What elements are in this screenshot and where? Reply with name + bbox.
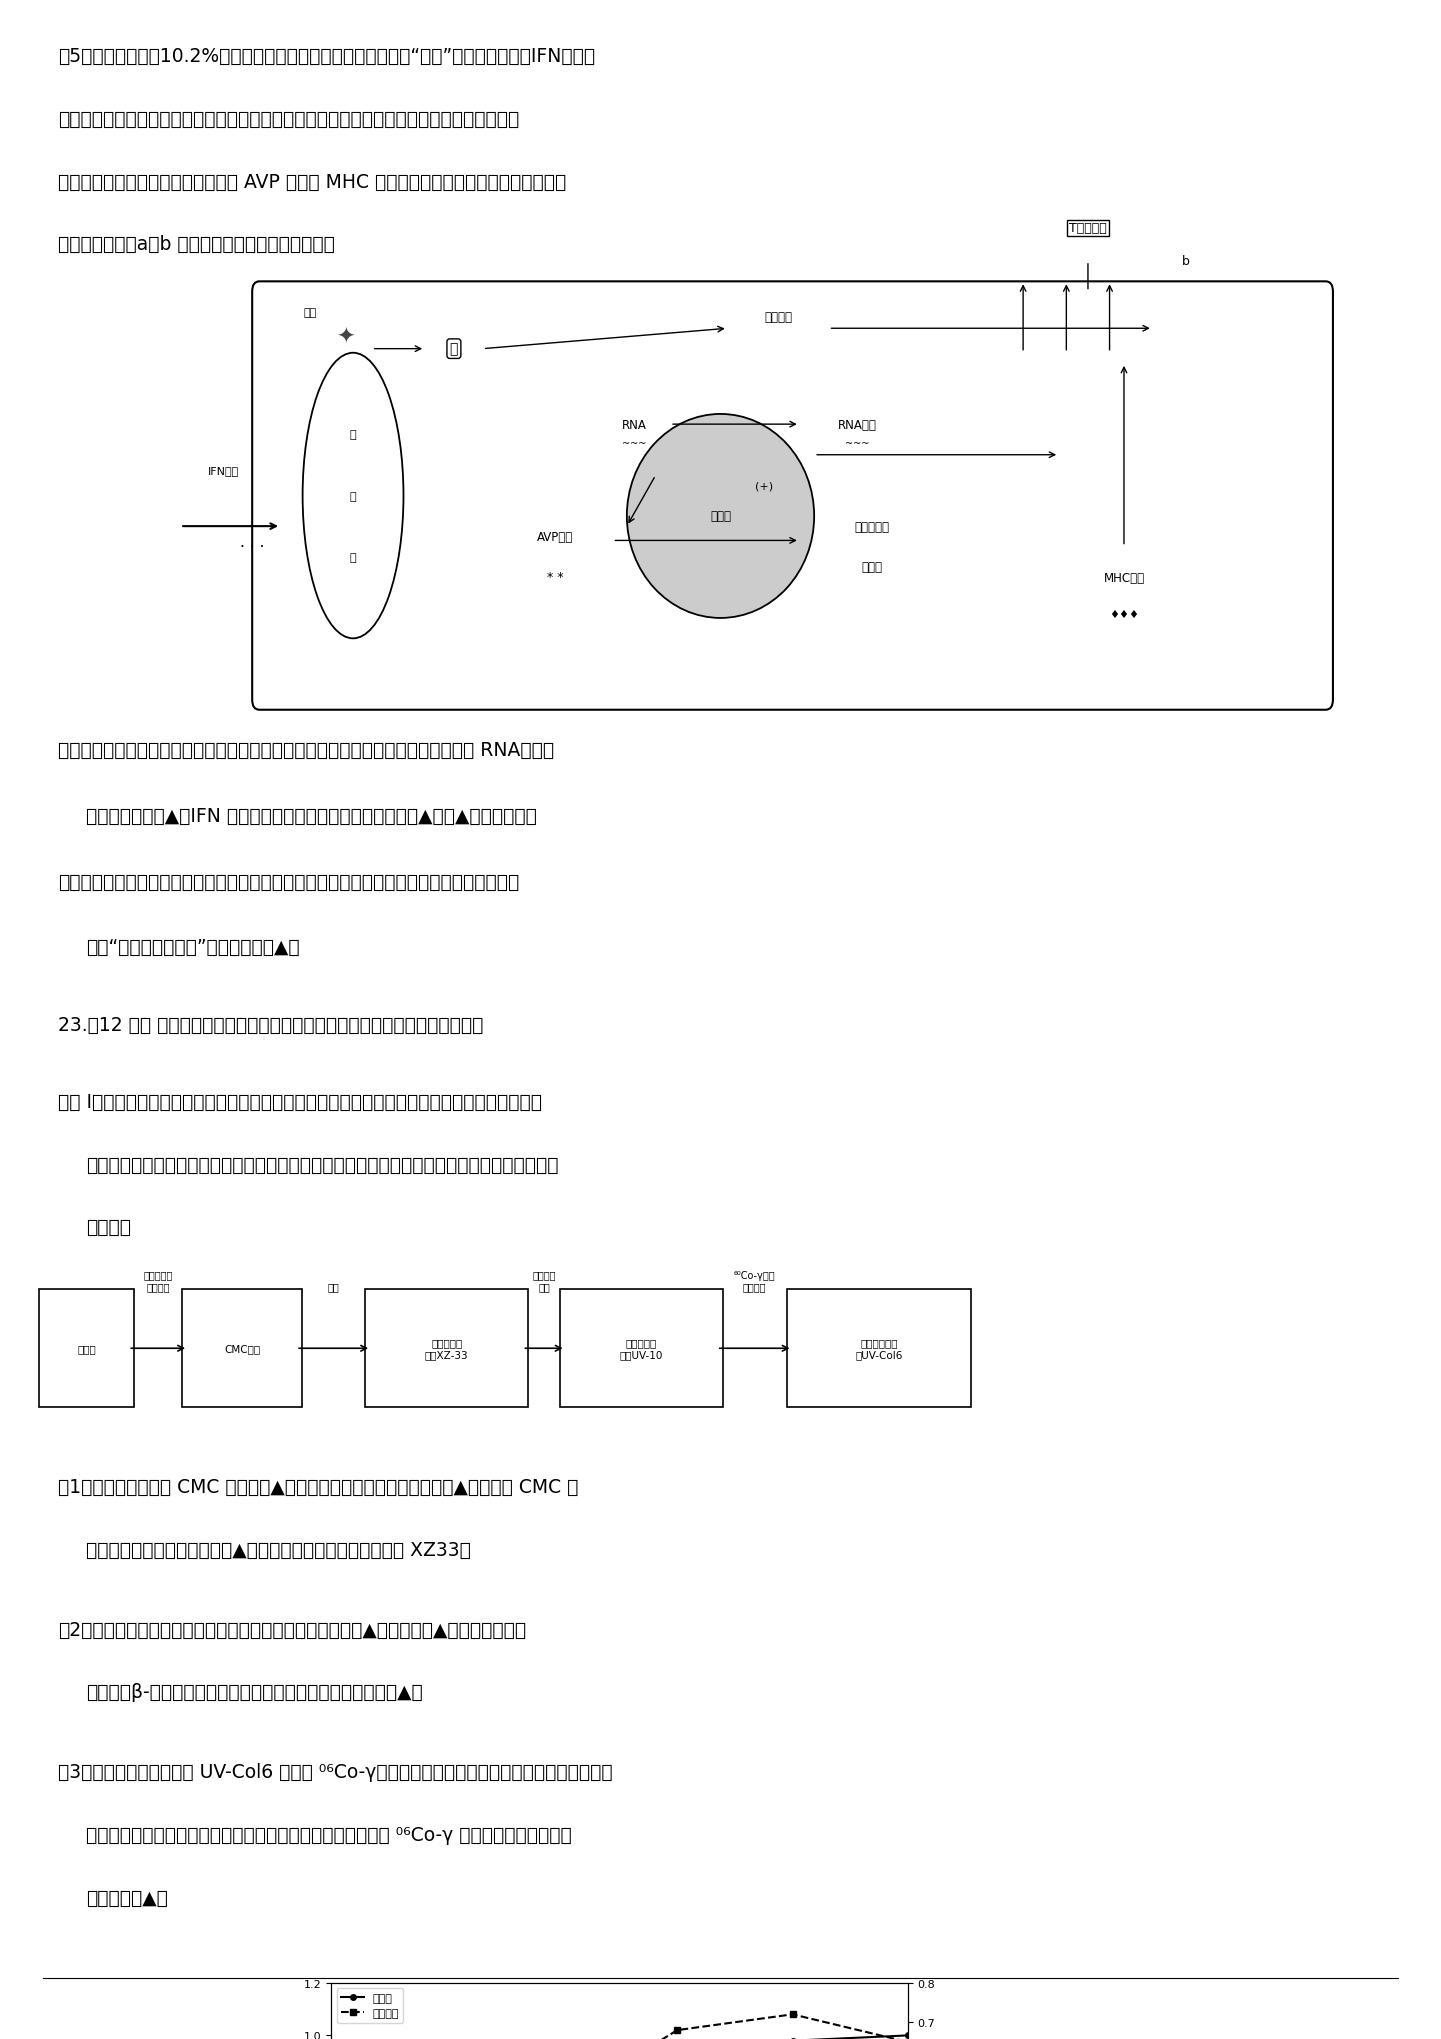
Text: （2）诱变选育高产纤维素酶的菌株时，通过向培养基中加入▲染液筛选出▲与菌落直径比大: （2）诱变选育高产纤维素酶的菌株时，通过向培养基中加入▲染液筛选出▲与菌落直径比… [58,1619,526,1639]
Ellipse shape [303,353,403,638]
Text: 核: 核 [350,553,356,563]
Text: 细胞核: 细胞核 [710,510,731,524]
Text: IFN分子: IFN分子 [208,465,239,475]
Text: ✦: ✦ [337,326,354,347]
Text: 受抑制: 受抑制 [862,561,882,575]
Text: 用康复者血清治疗新冠肺炎重症患者，因为康复者血清中有抗新冠病毒抗体，结合题图，写出: 用康复者血清治疗新冠肺炎重症患者，因为康复者血清中有抗新冠病毒抗体，结合题图，写… [58,873,519,891]
Text: 23.（12 分） 阅读下列关于能源、环境和农业生产方面的材料，回答相关问题：: 23.（12 分） 阅读下列关于能源、环境和农业生产方面的材料，回答相关问题： [58,1015,483,1034]
FancyBboxPatch shape [366,1289,527,1407]
正突变率 [784,2002,801,2027]
Text: 该细胞器甲应为▲。IFN 抗病毒的机理是抑制病毒蛋白的合成、▲以及▲；临床上可以: 该细胞器甲应为▲。IFN 抗病毒的机理是抑制病毒蛋白的合成、▲以及▲；临床上可以 [86,807,537,826]
Text: ♦♦♦: ♦♦♦ [1110,610,1138,620]
FancyBboxPatch shape [559,1289,723,1407]
Text: 甲: 甲 [450,343,458,357]
Text: 优化“康复者血清疗法”方案的建议：▲。: 优化“康复者血清疗法”方案的建议：▲。 [86,938,300,956]
Text: T淋巴细胞: T淋巴细胞 [1069,222,1107,234]
Text: 挑取: 挑取 [327,1280,340,1291]
Text: ⁶⁰Co-γ射线
诱变处理: ⁶⁰Co-γ射线 诱变处理 [733,1270,775,1291]
FancyBboxPatch shape [182,1289,303,1407]
Text: 产纤维素酶
菌株UV-10: 产纤维素酶 菌株UV-10 [620,1338,663,1360]
Text: 产纤维素酶菌
株UV-Col6: 产纤维素酶菌 株UV-Col6 [856,1338,902,1360]
Text: 细: 细 [350,430,356,440]
Text: 辐照剂量为▲。: 辐照剂量为▲。 [86,1888,169,1906]
Text: 乳动物细胞受病毒或其他病原体刺激后产生的一类具有高度生物活性的蛋白质，如图模拟了干: 乳动物细胞受病毒或其他病原体刺激后产生的一类具有高度生物活性的蛋白质，如图模拟了… [58,110,519,128]
FancyBboxPatch shape [39,1289,134,1407]
Text: （3）下图是筛选获得菌株 UV-Col6 过程中 ⁰⁶Co-γ辐照剂量与致死率和正突变率（符合生产需要的: （3）下图是筛选获得菌株 UV-Col6 过程中 ⁰⁶Co-γ辐照剂量与致死率和… [58,1762,612,1782]
Text: 富集培养基
摇瓶培养: 富集培养基 摇瓶培养 [144,1270,173,1291]
Text: 紫外诱变
处理: 紫外诱变 处理 [532,1270,556,1291]
FancyBboxPatch shape [252,281,1333,710]
Line: 致死率: 致死率 [329,2033,911,2039]
Text: 材料 I：随着能源和环境问题日益严峻，利用纤维素酶降解秸秆生产燃料乙醇，对缓解全球能源危: 材料 I：随着能源和环境问题日益严峻，利用纤维素酶降解秸秆生产燃料乙醇，对缓解全… [58,1093,542,1111]
致死率 [899,2023,916,2039]
Text: 侵入: 侵入 [303,308,317,318]
Text: 扰素作用于邻近细胞，并刺激其产生 AVP 分子和 MHC 分子，进而发挥抗病毒作用的过程（甲: 扰素作用于邻近细胞，并刺激其产生 AVP 分子和 MHC 分子，进而发挥抗病毒作… [58,173,566,192]
Text: 为一种细胞器，a、b 表示物质），请回答下列问题：: 为一种细胞器，a、b 表示物质），请回答下列问题： [58,234,334,255]
Ellipse shape [627,414,814,618]
Text: 胞: 胞 [350,491,356,502]
Text: · · ·: · · · [241,540,264,555]
Text: ~~~: ~~~ [846,438,869,449]
Text: 的菌落。β-葡萄糖苷酶是一种纤维素酶，能将纤维二糖分解为▲。: 的菌落。β-葡萄糖苷酶是一种纤维素酶，能将纤维二糖分解为▲。 [86,1682,424,1703]
Text: AVP分子: AVP分子 [536,530,574,544]
Text: 结合题干，分析图提供的信息，入侵的病毒会在细胞器甲的作用下释放出短肽碎片和 RNA，推测: 结合题干，分析图提供的信息，入侵的病毒会在细胞器甲的作用下释放出短肽碎片和 RN… [58,740,553,761]
Text: MHC分子: MHC分子 [1104,571,1144,585]
致死率 [669,2037,686,2039]
Text: ⁎ ⁎: ⁎ ⁎ [546,567,563,581]
正突变率 [669,2019,686,2039]
Text: b: b [1182,255,1189,269]
Legend: 致死率, 正突变率: 致死率, 正突变率 [337,1988,403,2023]
致死率 [784,2029,801,2039]
Text: 请回答：: 请回答： [86,1217,131,1238]
Text: (+): (+) [755,481,772,491]
Text: ~~~: ~~~ [623,438,646,449]
Text: 核糖体功能: 核糖体功能 [855,520,889,534]
Text: 板，培养一段时间后，可根据▲初步鉴定并挑取产纤维素酶菌株 XZ33。: 板，培养一段时间后，可根据▲初步鉴定并挑取产纤维素酶菌株 XZ33。 [86,1539,471,1560]
Text: RNA: RNA [621,418,647,432]
Text: 机有着重大意义。科研人员开展筛选、诱变及选育高产纤维素酶菌株的相关研究，过程如下图。: 机有着重大意义。科研人员开展筛选、诱变及选育高产纤维素酶菌株的相关研究，过程如下… [86,1154,559,1174]
FancyBboxPatch shape [787,1289,971,1407]
Text: RNA碎片: RNA碎片 [839,418,876,432]
Text: （1）从物理状态来看 CMC 平板属于▲培养基。富集培养后的菌种常采用▲法接种于 CMC 平: （1）从物理状态来看 CMC 平板属于▲培养基。富集培养后的菌种常采用▲法接种于… [58,1476,578,1497]
正突变率 [899,2029,916,2039]
Text: 突变菌数占诱变后活菌数的比例）的关系。实验结果表明，用 ⁰⁶Co-γ 射线诱变处理时合适的: 突变菌数占诱变后活菌数的比例）的关系。实验结果表明，用 ⁰⁶Co-γ 射线诱变处… [86,1825,572,1845]
Text: 高三生物   第 7 页  共 10 页: 高三生物 第 7 页 共 10 页 [641,1994,800,2010]
Text: CMC平板: CMC平板 [223,1344,261,1354]
Text: 黑土壤: 黑土壤 [76,1344,97,1354]
Text: （5）有研究表明：10.2%的新冠重症患者体内出现攻击干扰素的“内鬼”抗体。干扰素（IFN）是哺: （5）有研究表明：10.2%的新冠重症患者体内出现攻击干扰素的“内鬼”抗体。干扰… [58,47,595,65]
Text: 产纤维素酶
菌株XZ-33: 产纤维素酶 菌株XZ-33 [425,1338,468,1360]
Line: 正突变率: 正突变率 [329,2012,911,2039]
Text: 短肽碎片: 短肽碎片 [764,310,793,324]
